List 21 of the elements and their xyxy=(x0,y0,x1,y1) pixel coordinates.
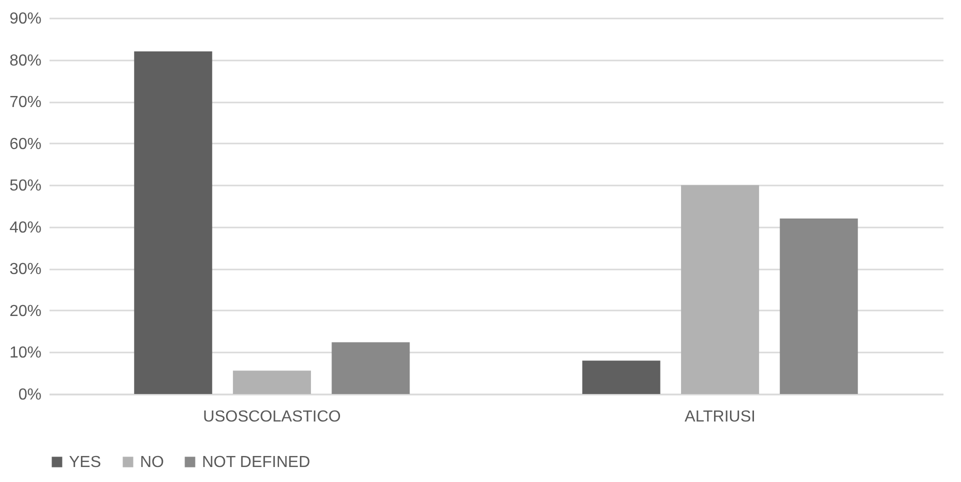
legend-label: NO xyxy=(140,454,164,471)
bar xyxy=(582,360,660,394)
y-tick-label: 30% xyxy=(9,261,42,278)
legend-label: NOT DEFINED xyxy=(202,454,310,471)
bar xyxy=(332,342,410,394)
bar xyxy=(780,218,858,394)
x-tick-label: USOSCOLASTICO xyxy=(203,408,341,426)
y-tick-label: 80% xyxy=(9,52,42,70)
x-tick-label: ALTRIUSI xyxy=(684,408,756,426)
y-tick-label: 60% xyxy=(9,136,42,153)
bar xyxy=(232,370,311,394)
y-tick-label: 50% xyxy=(9,178,42,195)
y-tick-label: 20% xyxy=(9,302,42,320)
y-tick-label: 0% xyxy=(18,386,42,404)
y-tick-label: 40% xyxy=(9,219,42,236)
y-tick-label: 70% xyxy=(9,94,42,112)
y-tick-label: 90% xyxy=(9,10,42,28)
y-tick-label: 10% xyxy=(9,344,42,362)
legend-label: YES xyxy=(69,454,102,471)
bar xyxy=(681,185,760,394)
bar xyxy=(134,51,212,394)
